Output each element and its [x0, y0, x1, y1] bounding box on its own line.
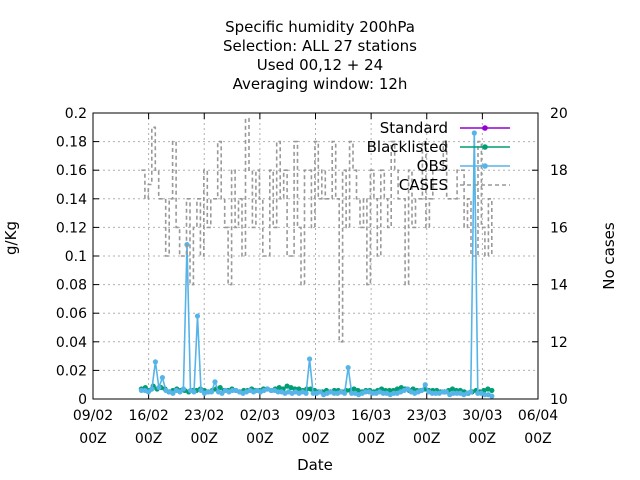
x-axis-label: Date [297, 456, 333, 474]
series-blacklisted-point [351, 386, 357, 392]
x-tick-label-hour: 00Z [191, 431, 218, 447]
x-tick-label-date: 09/02 [73, 408, 113, 424]
y-tick-label: 0.14 [56, 192, 87, 208]
x-tick-label-hour: 00Z [246, 431, 273, 447]
y-tick-label: 0.1 [65, 249, 87, 265]
y2-tick-label: 12 [550, 335, 568, 351]
y-tick-label: 0.16 [56, 163, 87, 179]
series-obs-point [468, 389, 474, 395]
series-blacklisted-point [489, 387, 495, 394]
y-tick-label: 0.18 [56, 135, 87, 151]
series-obs-point [208, 389, 215, 395]
x-tick-label-date: 02/03 [240, 408, 280, 424]
y2-tick-label: 16 [550, 220, 568, 236]
y-tick-label: 0.12 [56, 220, 87, 236]
series-blacklisted-point [485, 386, 491, 392]
legend-marker-standard [482, 125, 488, 131]
y-tick-label: 0.08 [56, 278, 87, 294]
legend-marker-blacklisted [482, 144, 488, 150]
legend-label-blacklisted: Blacklisted [367, 138, 448, 156]
x-tick-label-date: 06/04 [518, 408, 558, 424]
series-obs-point [489, 393, 495, 399]
legend-label-standard: Standard [380, 119, 448, 137]
y-tick-label: 0.02 [56, 363, 87, 379]
x-tick-label-hour: 00Z [524, 431, 551, 447]
series-obs-point [303, 390, 309, 396]
legend-label-cases: CASES [399, 176, 448, 194]
series-obs-point [419, 387, 425, 394]
series-blacklisted-point [217, 384, 223, 391]
x-tick-label-hour: 00Z [413, 431, 440, 447]
x-tick-label-hour: 00Z [79, 431, 106, 447]
series-obs-point [317, 389, 323, 395]
x-tick-label-hour: 00Z [135, 431, 162, 447]
y2-tick-label: 18 [550, 163, 568, 179]
y2-tick-label: 10 [550, 392, 568, 408]
chart-title-line-1: Specific humidity 200hPa [225, 18, 415, 36]
series-obs-point [307, 356, 313, 362]
x-tick-label-date: 30/03 [462, 408, 502, 424]
x-tick-label-date: 23/02 [184, 408, 224, 424]
series-obs-point [212, 379, 218, 385]
plot-frame [92, 112, 539, 400]
legend-label-obs: OBS [417, 157, 448, 175]
series-obs-point [170, 390, 176, 396]
x-tick-label-date: 16/02 [128, 408, 168, 424]
y2-tick-label: 20 [550, 106, 568, 122]
y-tick-label: 0.2 [65, 106, 87, 122]
x-tick-label-date: 16/03 [351, 408, 391, 424]
x-tick-label-hour: 00Z [302, 431, 329, 447]
series-obs-point [180, 386, 187, 392]
series-obs-point [177, 389, 183, 395]
series-obs-point [345, 364, 351, 371]
x-tick-label-hour: 00Z [469, 431, 496, 447]
series-obs-point [219, 390, 225, 396]
series-obs-point [422, 382, 428, 388]
series-obs-point [159, 374, 166, 381]
series-obs-point [152, 359, 159, 365]
chart-title-line-4: Averaging window: 12h [232, 75, 408, 93]
series-obs-point [156, 384, 162, 391]
legend-marker-obs [482, 163, 488, 169]
series-obs-point [145, 389, 152, 395]
y2-tick-label: 14 [550, 278, 568, 294]
y-tick-label: 0.04 [56, 335, 87, 351]
series-obs-point [405, 386, 411, 392]
chart-title-line-2: Selection: ALL 27 stations [223, 37, 417, 55]
series-obs-point [191, 389, 197, 395]
series-obs-point [471, 130, 477, 136]
series-blacklisted-point [276, 384, 282, 391]
x-tick-label-date: 09/03 [295, 408, 335, 424]
chart-title-line-3: Used 00,12 + 24 [256, 56, 384, 74]
y-tick-label: 0.06 [56, 306, 87, 322]
y-tick-label: 0 [78, 392, 87, 408]
series-obs-point [342, 390, 348, 396]
series-blacklisted-point [394, 386, 400, 392]
series-obs-point [198, 387, 204, 394]
series-blacklisted-point [288, 384, 294, 391]
series-obs-point [149, 386, 155, 392]
series-cases-line [141, 117, 493, 343]
series-obs-point [194, 313, 201, 319]
series-blacklisted-point [449, 386, 456, 392]
series-blacklisted-point [284, 383, 290, 389]
x-tick-label-hour: 00Z [357, 431, 384, 447]
series-obs-point [443, 389, 449, 395]
x-tick-label-date: 23/03 [407, 408, 447, 424]
